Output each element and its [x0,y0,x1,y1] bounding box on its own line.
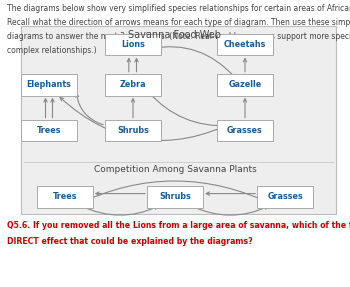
Text: Competition Among Savanna Plants: Competition Among Savanna Plants [94,165,256,174]
Text: complex relationships.): complex relationships.) [7,46,97,55]
Text: The diagrams below show very simplified species relationships for certain areas : The diagrams below show very simplified … [7,4,350,13]
Text: Trees: Trees [37,126,61,135]
Text: Trees: Trees [52,192,77,201]
Text: Recall what the direction of arrows means for each type of diagram. Then use the: Recall what the direction of arrows mean… [7,18,350,27]
Text: Cheetahs: Cheetahs [224,40,266,49]
Text: Q5.6. If you removed all the Lions from a large area of savanna, which of the fo: Q5.6. If you removed all the Lions from … [7,221,350,230]
FancyBboxPatch shape [217,34,273,55]
Text: Elephants: Elephants [27,80,71,89]
FancyBboxPatch shape [21,26,336,214]
FancyBboxPatch shape [257,186,314,208]
Text: Lions: Lions [121,40,145,49]
FancyBboxPatch shape [21,120,77,141]
FancyBboxPatch shape [21,74,77,96]
FancyBboxPatch shape [36,186,93,208]
FancyBboxPatch shape [105,34,161,55]
FancyBboxPatch shape [217,74,273,96]
Text: diagrams to answer the next 3 questions. (Note: Real-world savannas support more: diagrams to answer the next 3 questions.… [7,32,350,41]
Text: Gazelle: Gazelle [228,80,262,89]
FancyBboxPatch shape [147,186,203,208]
Text: Savanna Food Web: Savanna Food Web [128,30,222,40]
Text: DIRECT effect that could be explained by the diagrams?: DIRECT effect that could be explained by… [7,237,253,246]
FancyBboxPatch shape [105,120,161,141]
Text: Shrubs: Shrubs [159,192,191,201]
FancyBboxPatch shape [105,74,161,96]
FancyBboxPatch shape [217,120,273,141]
Text: Shrubs: Shrubs [117,126,149,135]
Text: Grasses: Grasses [267,192,303,201]
Text: Zebra: Zebra [120,80,146,89]
Text: Grasses: Grasses [227,126,263,135]
